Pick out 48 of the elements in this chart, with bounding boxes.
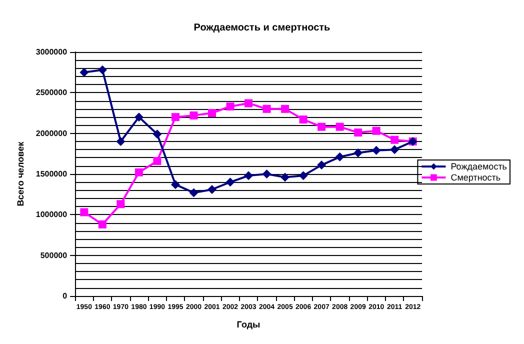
point	[372, 126, 380, 135]
y-tick-label: 2000000	[36, 128, 68, 138]
point	[80, 68, 89, 77]
point	[390, 136, 399, 144]
point	[134, 168, 143, 176]
point	[189, 188, 198, 198]
y-tick-label: 1500000	[36, 170, 68, 178]
legend-label: Смертность	[450, 172, 501, 182]
point	[354, 128, 362, 137]
point	[335, 152, 344, 162]
point	[116, 136, 126, 146]
point	[262, 104, 271, 113]
y-axis-title: Всего человек	[16, 141, 26, 206]
x-axis-title: Годы	[236, 320, 261, 330]
point	[318, 122, 326, 131]
point	[299, 116, 308, 124]
y-tick-label: 2500000	[36, 88, 68, 98]
point	[134, 112, 144, 122]
point	[171, 113, 180, 122]
point	[280, 172, 290, 182]
y-tick-label: 3000000	[36, 48, 68, 56]
point	[80, 208, 88, 216]
point	[262, 170, 272, 178]
point	[281, 104, 290, 113]
point	[170, 180, 180, 190]
y-tick-label: 0	[62, 292, 68, 300]
point	[354, 148, 363, 158]
point	[372, 146, 381, 155]
point	[152, 130, 162, 139]
point	[153, 156, 162, 165]
point	[390, 145, 400, 154]
point	[244, 171, 254, 180]
point	[336, 122, 344, 131]
point	[317, 160, 326, 170]
point	[98, 220, 106, 228]
chart-title: Рождаемость и смертность	[194, 22, 330, 34]
point	[98, 65, 107, 74]
legend-label: Рождаемость	[450, 162, 508, 172]
y-tick-label: 500000	[40, 250, 68, 260]
point	[208, 109, 216, 117]
point	[244, 99, 253, 108]
point	[190, 111, 198, 120]
point	[298, 171, 308, 180]
point	[208, 184, 216, 194]
point	[226, 178, 235, 187]
point	[226, 102, 234, 110]
point	[116, 200, 125, 208]
y-tick-label: 1000000	[36, 210, 68, 220]
